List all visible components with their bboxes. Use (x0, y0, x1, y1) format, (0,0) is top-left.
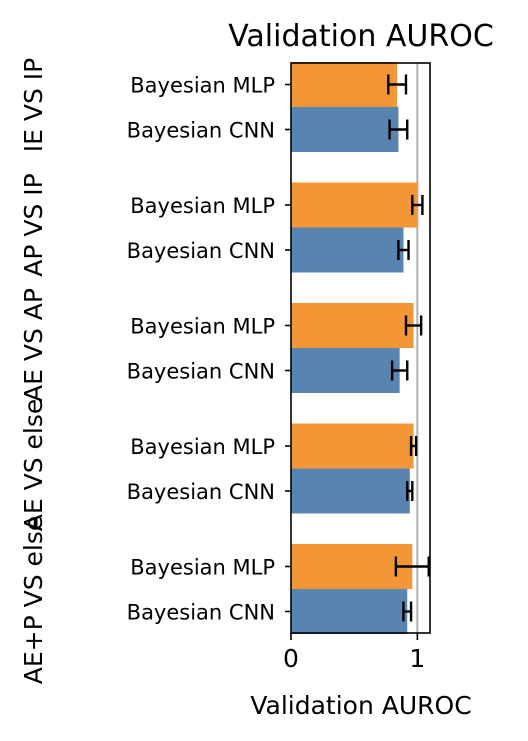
bars (291, 62, 430, 634)
y-tick-label: Bayesian CNN (127, 239, 275, 263)
bar-mlp (291, 182, 418, 228)
y-tick-label: Bayesian CNN (127, 360, 275, 384)
group-label: AE VS AP (19, 288, 48, 402)
bar-cnn (291, 107, 399, 152)
group-label: IE VS IP (19, 58, 48, 152)
chart-title: Validation AUROC (228, 19, 494, 54)
y-tick-label: Bayesian MLP (130, 556, 275, 580)
error-bar (411, 195, 424, 215)
bar-cnn (291, 227, 404, 273)
error-bar (406, 481, 414, 501)
group-label: AE+P VS else (19, 516, 48, 685)
plot-frame (290, 62, 431, 634)
error-bar (388, 119, 409, 140)
error-bar (397, 240, 410, 260)
group-label: AP VS IP (19, 173, 48, 277)
x-axis-label: Validation AUROC (250, 691, 471, 720)
x-tick-label: 1 (409, 644, 425, 673)
bar-mlp (291, 303, 414, 348)
axes-ticks: Bayesian MLP Bayesian CNN Bayesian MLP Baye… (127, 74, 426, 674)
group-label: AE VS else (19, 399, 48, 532)
x-tick-label: 0 (283, 644, 299, 673)
bar-mlp (291, 544, 413, 589)
y-tick-label: Bayesian MLP (130, 194, 275, 218)
y-tick-label: Bayesian CNN (127, 480, 275, 504)
error-bar (394, 556, 430, 577)
error-bar (387, 74, 408, 95)
bar-mlp (291, 62, 398, 107)
y-tick-label: Bayesian MLP (130, 435, 275, 459)
bar-mlp (291, 423, 414, 469)
y-tick-label: Bayesian CNN (127, 601, 275, 625)
bar-cnn (291, 348, 400, 393)
y-tick-label: Bayesian CNN (127, 119, 275, 143)
error-bar (402, 601, 413, 622)
error-bar (409, 436, 418, 456)
bar-cnn (291, 468, 410, 514)
y-tick-label: Bayesian MLP (130, 315, 275, 339)
bar-cnn (291, 589, 408, 634)
error-bar (390, 360, 409, 381)
y-tick-label: Bayesian MLP (130, 74, 275, 98)
error-bar (404, 315, 423, 336)
